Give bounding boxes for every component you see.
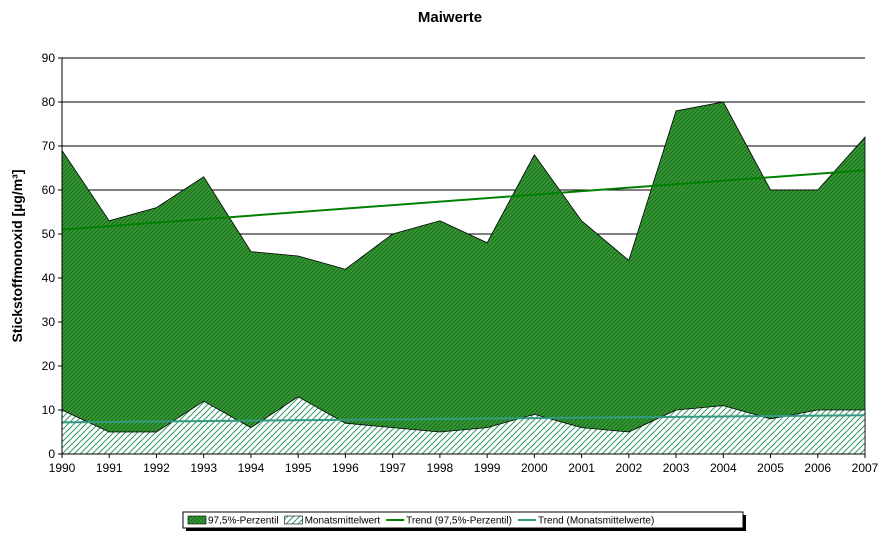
trend-line [61, 414, 866, 424]
y-tick-label: 30 [42, 315, 56, 329]
x-tick-label: 1997 [379, 461, 406, 475]
y-tick-label: 40 [42, 271, 56, 285]
x-tick-label: 2006 [804, 461, 831, 475]
y-tick-label: 50 [42, 227, 56, 241]
x-tick-label: 2000 [521, 461, 548, 475]
y-tick-label: 0 [48, 447, 55, 461]
trend-line [61, 169, 866, 231]
x-tick-label: 2005 [757, 461, 784, 475]
x-tick-label: 1992 [143, 461, 170, 475]
x-tick-label: 2002 [615, 461, 642, 475]
x-tick-label: 1998 [427, 461, 454, 475]
x-tick-label: 1990 [49, 461, 76, 475]
x-tick-label: 1993 [190, 461, 217, 475]
y-tick-label: 10 [42, 403, 56, 417]
x-tick-label: 1991 [96, 461, 123, 475]
area [61, 101, 866, 455]
x-tick-label: 2007 [852, 461, 879, 475]
legend-box [182, 511, 744, 529]
x-tick-label: 1999 [474, 461, 501, 475]
legend-swatch [187, 515, 207, 525]
x-tick-label: 2003 [663, 461, 690, 475]
legend-swatch [284, 515, 303, 525]
x-tick-label: 1996 [332, 461, 359, 475]
y-tick-label: 20 [42, 359, 56, 373]
x-tick-label: 2001 [568, 461, 595, 475]
y-tick-label: 90 [42, 51, 56, 65]
legend: 97,5%-Perzentil Monatsmittelwert Trend (97… [182, 511, 746, 531]
x-tick-label: 1995 [285, 461, 312, 475]
legend-label: Trend (Monatsmittelwerte) [538, 516, 654, 527]
legend-label: Trend (97,5%-Perzentil) [406, 516, 512, 527]
legend-label: 97,5%-Perzentil [208, 516, 279, 527]
chart-title: Maiwerte [418, 9, 482, 26]
x-tick-label: 2004 [710, 461, 737, 475]
x-tick-label: 1994 [238, 461, 265, 475]
legend-label: Monatsmittelwert [305, 516, 381, 527]
y-tick-label: 70 [42, 139, 56, 153]
y-axis-label: Stickstoffmonoxid [µg/m³] [9, 170, 25, 343]
y-tick-label: 80 [42, 95, 56, 109]
y-tick-label: 60 [42, 183, 56, 197]
